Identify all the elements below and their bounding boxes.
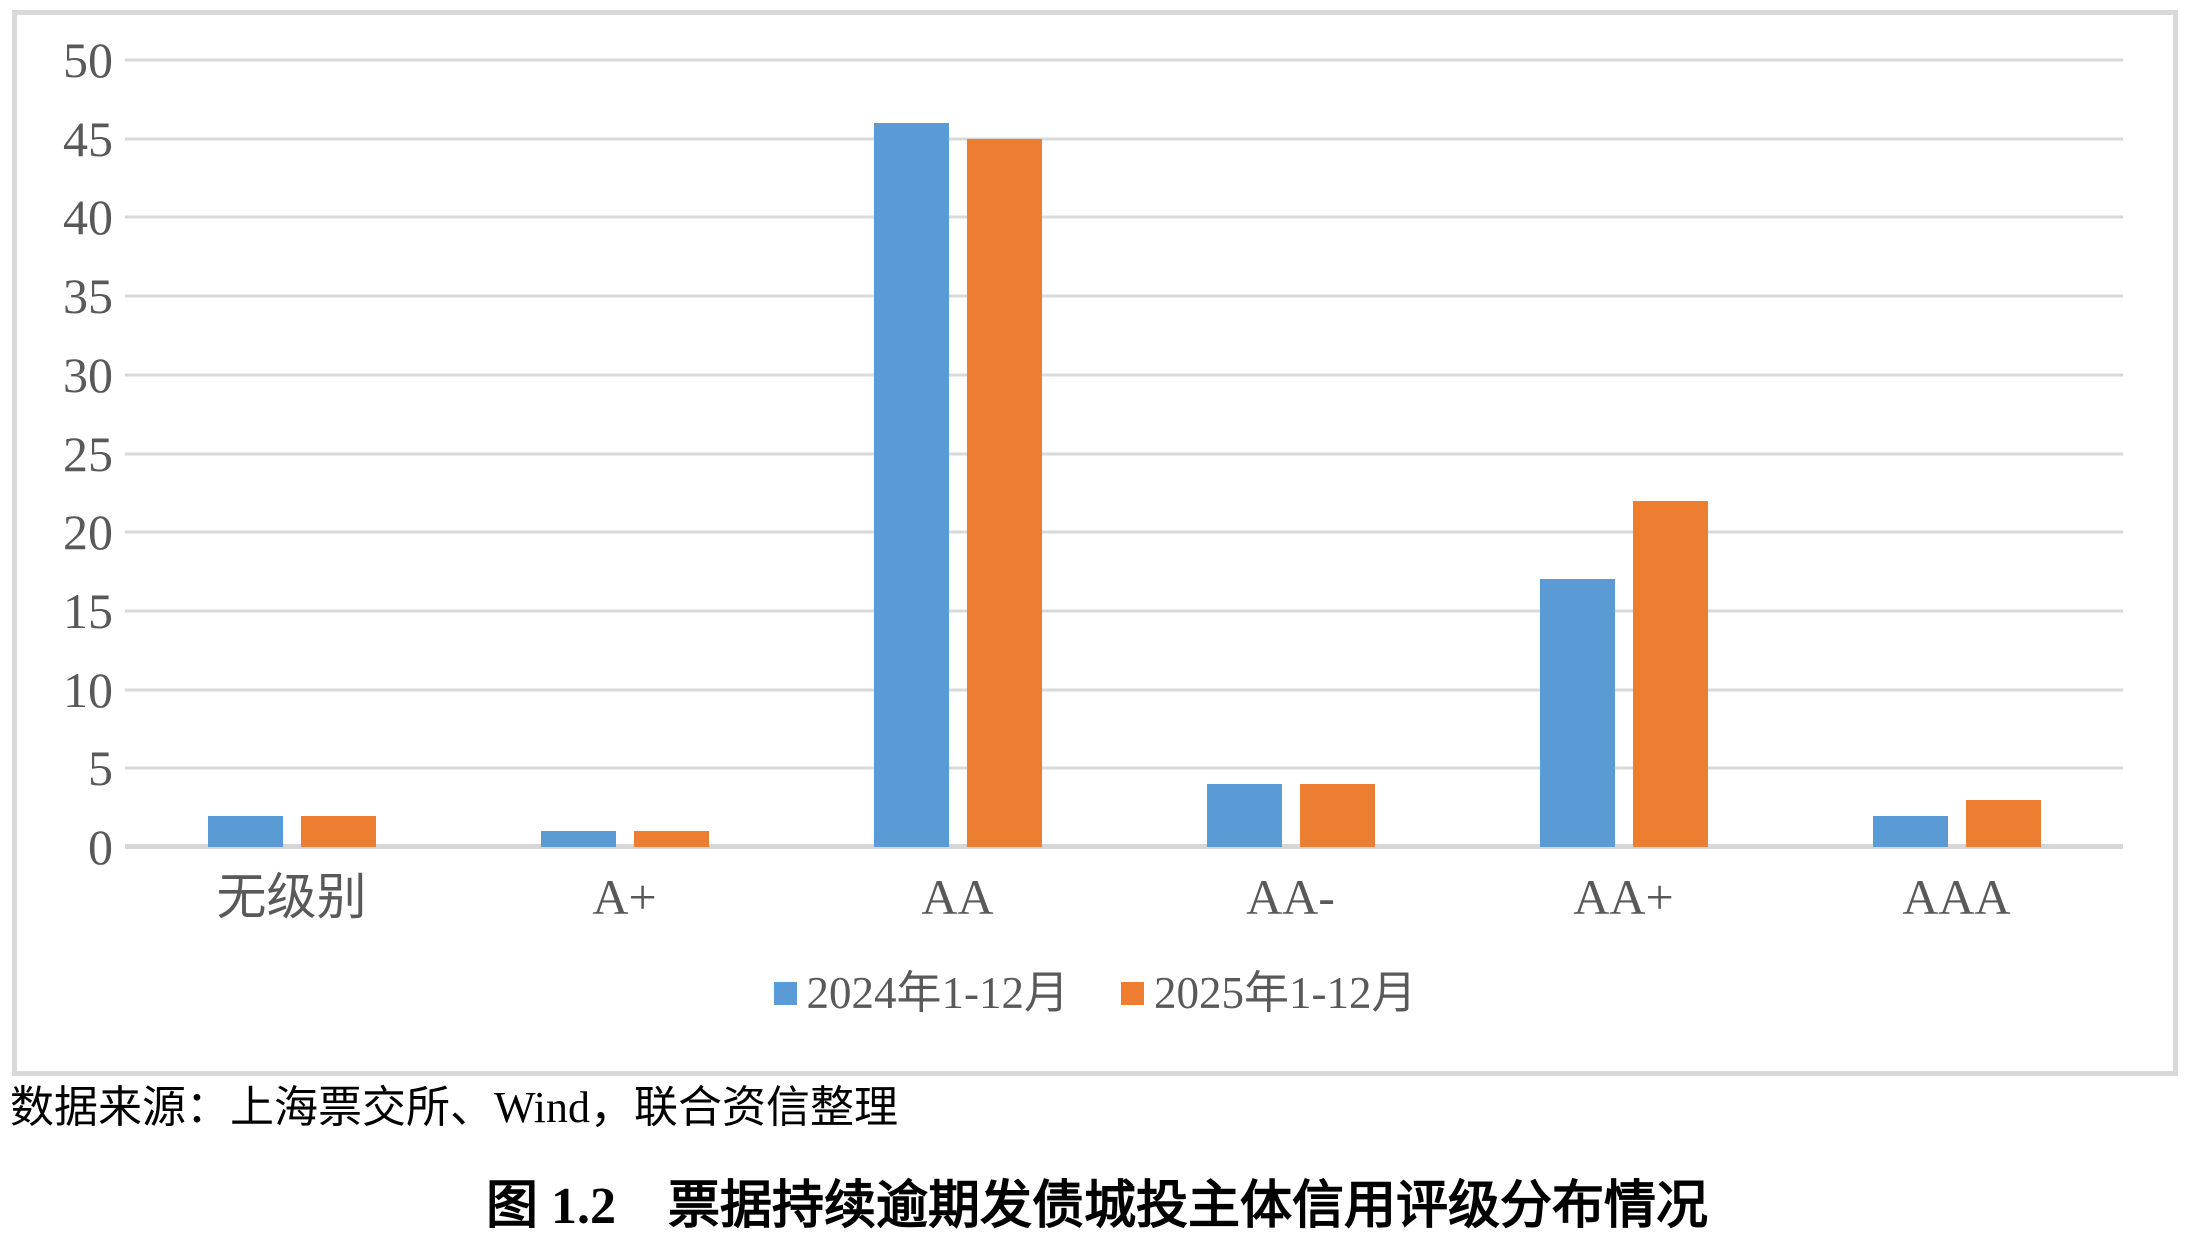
gridline xyxy=(125,530,2123,534)
y-tick-label: 45 xyxy=(63,110,113,167)
figure-caption: 图 1.2 票据持续逾期发债城投主体信用评级分布情况 xyxy=(485,1178,1708,1235)
bar-s1-c5 xyxy=(1965,799,2041,847)
bar-s0-c3 xyxy=(1206,784,1282,847)
y-tick-label: 5 xyxy=(88,740,113,797)
bar-s1-c0 xyxy=(300,815,376,847)
x-category-label: A+ xyxy=(592,869,657,925)
legend-swatch-icon xyxy=(1121,982,1144,1005)
legend: 2024年1-12月 2025年1-12月 xyxy=(17,971,2173,1016)
y-tick-label: 15 xyxy=(63,582,113,639)
bar-s0-c2 xyxy=(873,122,949,847)
legend-label: 2024年1-12月 xyxy=(806,968,1070,1018)
bar-group-c4 xyxy=(1457,60,1790,847)
bar-group-c1 xyxy=(458,60,791,847)
bar-s1-c1 xyxy=(633,831,709,847)
gridline xyxy=(125,452,2123,455)
gridline xyxy=(125,137,2123,141)
y-axis: 0 5 10 15 20 25 30 35 40 45 50 xyxy=(17,35,113,872)
bar-s0-c5 xyxy=(1872,815,1948,847)
bar-s0-c1 xyxy=(540,831,616,847)
y-tick-label: 30 xyxy=(63,346,113,403)
x-category-label: AA+ xyxy=(1573,869,1674,925)
bar-s0-c4 xyxy=(1539,579,1615,847)
x-axis-line xyxy=(125,844,2123,849)
y-tick-label: 35 xyxy=(63,268,113,325)
bar-s1-c4 xyxy=(1632,500,1708,847)
gridline xyxy=(125,294,2123,298)
gridline xyxy=(125,688,2123,692)
gridline xyxy=(125,609,2123,613)
y-tick-label: 25 xyxy=(63,425,113,482)
bar-group-c3 xyxy=(1124,60,1457,847)
bar-group-c2 xyxy=(791,60,1124,847)
plot-area xyxy=(125,58,2123,849)
bar-s1-c2 xyxy=(966,138,1042,847)
source-note: 数据来源：上海票交所、Wind，联合资信整理 xyxy=(10,1083,898,1132)
bar-s0-c0 xyxy=(207,815,283,847)
bar-group-c0 xyxy=(125,60,458,847)
gridline xyxy=(125,215,2123,219)
x-axis: 无级别 A+ AA AA- AA+ AAA xyxy=(125,867,2123,927)
y-tick-label: 50 xyxy=(63,32,113,88)
y-tick-label: 0 xyxy=(88,819,113,875)
x-category-label: AAA xyxy=(1902,869,2011,925)
legend-label: 2025年1-12月 xyxy=(1154,968,1417,1018)
x-category-label: AA- xyxy=(1246,869,1335,925)
gridline xyxy=(125,58,2123,62)
x-category-label: 无级别 xyxy=(216,869,367,925)
legend-item-s1: 2025年1-12月 xyxy=(1121,971,1417,1016)
bar-s1-c3 xyxy=(1299,784,1375,847)
bar-group-c5 xyxy=(1790,60,2123,847)
y-tick-label: 10 xyxy=(63,661,113,718)
legend-swatch-icon xyxy=(773,982,797,1005)
y-tick-label: 20 xyxy=(63,504,113,561)
chart-frame: 0 5 10 15 20 25 30 35 40 45 50 无级别 A+ AA AA- AA+ AAA 20… xyxy=(12,10,2178,1076)
y-tick-label: 40 xyxy=(63,189,113,246)
x-category-label: AA xyxy=(921,869,994,925)
legend-item-s0: 2024年1-12月 xyxy=(773,968,1070,1018)
gridline xyxy=(125,766,2123,770)
gridline xyxy=(125,373,2123,377)
